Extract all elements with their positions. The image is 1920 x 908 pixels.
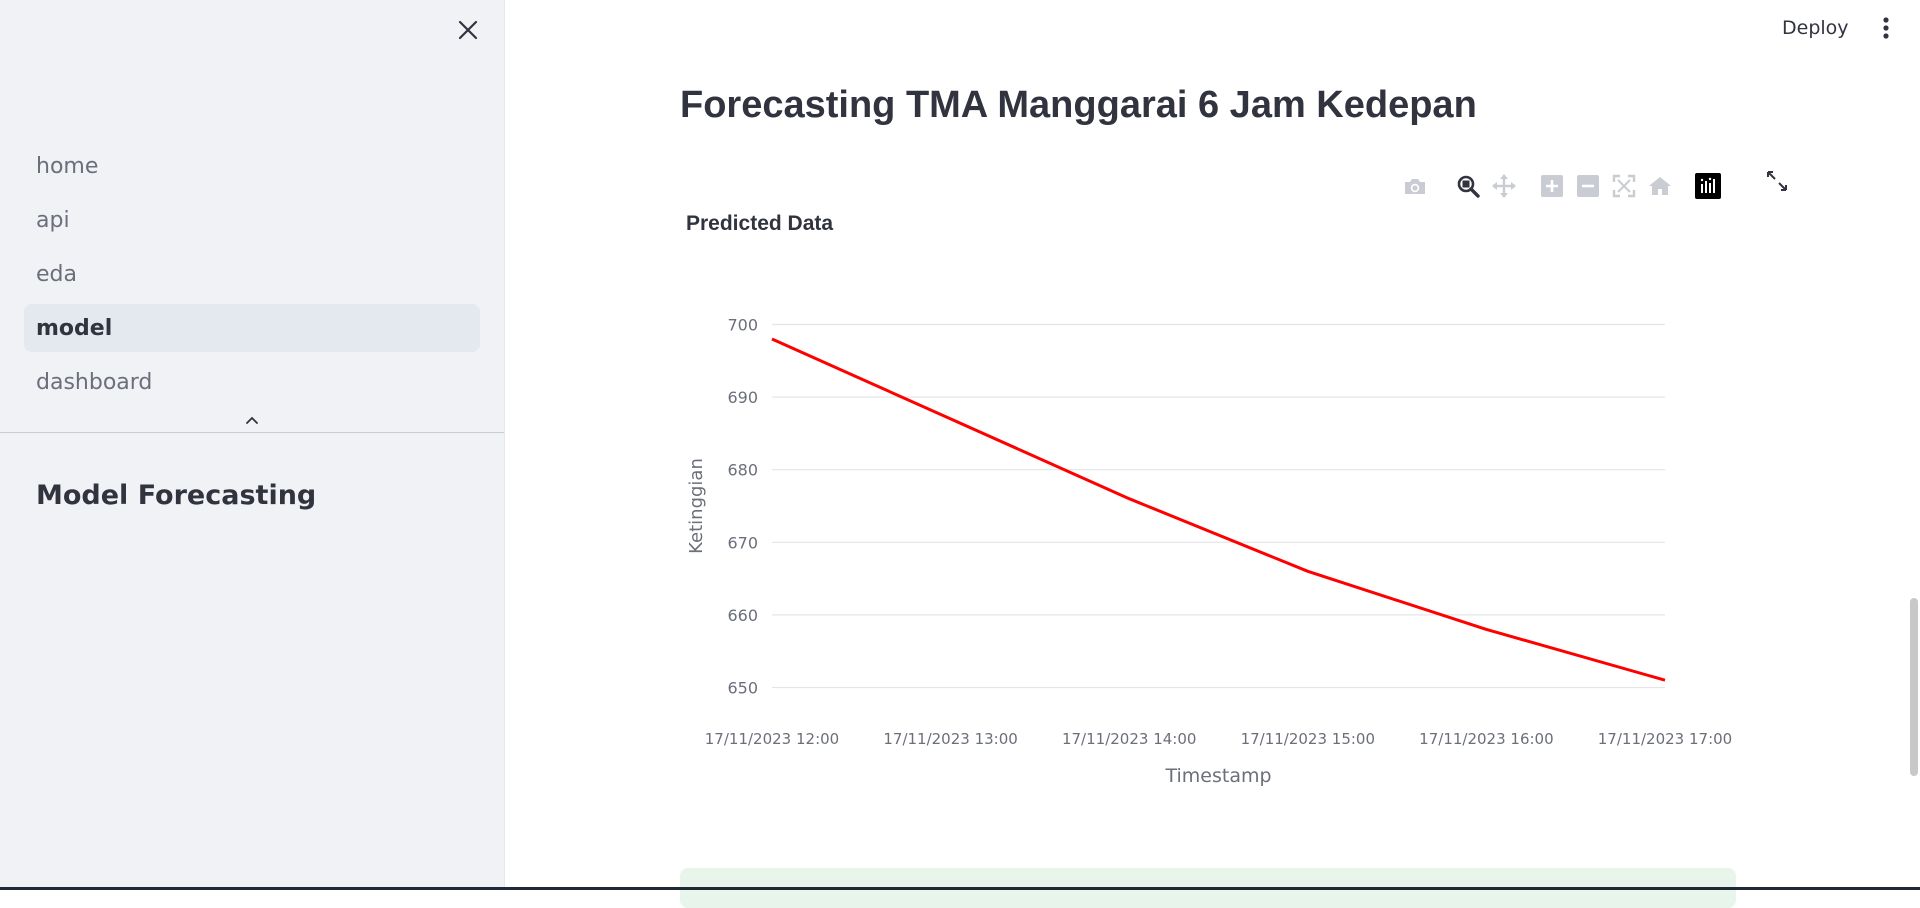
collapse-nav-button[interactable] [240,410,264,430]
zoom-button[interactable] [1453,170,1483,202]
download-plot-button[interactable] [1400,170,1430,202]
sidebar: home api eda model dashboard Model Forec… [0,0,505,890]
sidebar-item-api[interactable]: api [24,196,480,244]
x-tick-label: 17/11/2023 13:00 [883,730,1017,748]
y-axis-label: Ketinggian [686,458,707,554]
sidebar-item-home[interactable]: home [24,142,480,190]
chevron-up-icon [246,416,258,424]
camera-icon [1405,179,1425,194]
sidebar-item-label: model [36,315,113,341]
plotly-logo-link[interactable] [1693,170,1723,202]
sidebar-divider [0,432,504,433]
sidebar-item-label: home [36,153,99,179]
chart-grid [772,323,1665,689]
x-tick-label: 17/11/2023 14:00 [1062,730,1196,748]
sidebar-item-model[interactable]: model [24,304,480,352]
autoscale-button[interactable] [1609,170,1639,202]
fullscreen-button[interactable] [1762,166,1792,196]
reset-axes-icon [1649,177,1671,195]
x-tick-label: 17/11/2023 16:00 [1419,730,1553,748]
x-tick-label: 17/11/2023 17:00 [1598,730,1732,748]
sidebar-item-dashboard[interactable]: dashboard [24,358,480,406]
zoom-in-icon [1541,175,1563,197]
main-menu-button[interactable] [1874,14,1898,42]
y-tick-label: 670 [727,533,758,552]
sidebar-item-eda[interactable]: eda [24,250,480,298]
zoom-icon [1457,175,1480,198]
y-tick-label: 680 [727,461,758,480]
autoscale-icon [1612,174,1636,198]
more-vertical-icon [1883,17,1889,39]
chart-title: Predicted Data [686,212,834,235]
sidebar-item-label: dashboard [36,369,153,395]
reset-axes-button[interactable] [1645,170,1675,202]
y-axis-ticks: 650 660 670 680 690 700 [727,316,758,698]
main-scrollbar[interactable] [1910,598,1918,776]
close-sidebar-button[interactable] [454,16,482,44]
y-tick-label: 660 [727,606,758,625]
x-axis-label: Timestamp [1164,765,1271,787]
deploy-button[interactable]: Deploy [1782,17,1849,39]
series-line-ketinggian [771,337,1666,682]
sidebar-item-label: eda [36,261,77,287]
y-tick-label: 650 [727,678,758,697]
zoom-in-button[interactable] [1537,170,1567,202]
zoom-out-button[interactable] [1573,170,1603,202]
plotly-logo-icon [1695,173,1721,199]
pan-button[interactable] [1489,170,1519,202]
x-axis-ticks: 17/11/2023 12:00 17/11/2023 13:00 17/11/20… [705,730,1732,748]
sidebar-item-label: api [36,207,70,233]
x-tick-label: 17/11/2023 15:00 [1241,730,1375,748]
x-tick-label: 17/11/2023 12:00 [705,730,839,748]
expand-icon [1767,171,1787,191]
close-icon [458,20,478,40]
y-tick-label: 690 [727,388,758,407]
window-bottom-edge [0,887,1920,890]
y-tick-label: 700 [727,316,758,335]
page-title: Forecasting TMA Manggarai 6 Jam Kedepan [680,84,1477,126]
sidebar-section-title: Model Forecasting [36,480,317,511]
pan-icon [1492,174,1516,198]
zoom-out-icon [1577,175,1599,197]
